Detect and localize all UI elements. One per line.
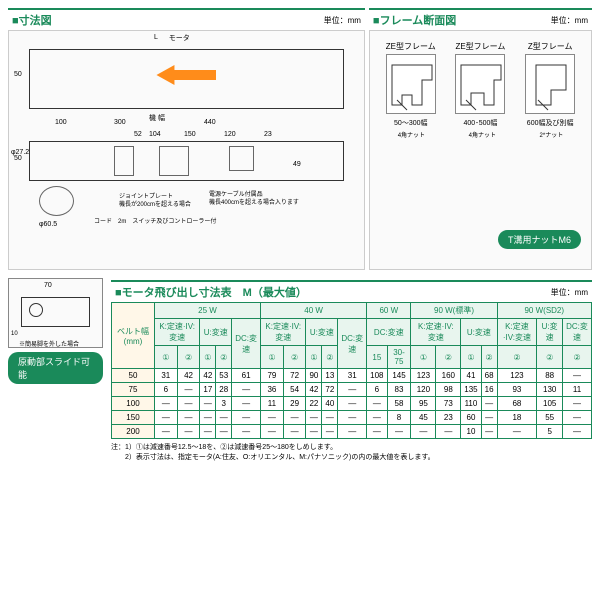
frame-header: フレーム断面図 単位：mm	[369, 8, 592, 30]
dim-title: 寸法図	[12, 12, 52, 28]
dim-header: 寸法図 単位：mm	[8, 8, 365, 30]
motor-table-unit: 単位：mm	[551, 287, 588, 298]
motor-table-header: モータ飛び出し寸法表 M（最大値） 単位：mm	[111, 280, 592, 302]
profile-ze1	[386, 54, 436, 114]
motor-label: モータ	[169, 33, 190, 43]
slide-badge: 原動部スライド可能	[8, 352, 103, 384]
frame-unit: 単位：mm	[551, 15, 588, 26]
frame-title: フレーム断面図	[373, 12, 456, 28]
dim-unit: 単位：mm	[324, 15, 361, 26]
table-notes: 注：1）①は減速番号12.5～18を、②は減速番号25～180をしめします。 2…	[111, 443, 592, 463]
side-detail-drawing: 70 10 ※簡易脚を外した場合	[8, 278, 103, 348]
profile-z	[525, 54, 575, 114]
frame-drawing: ZE型フレーム 50～300幅 ZE型フレーム 400･500幅 Z型フレーム …	[369, 30, 592, 270]
motor-table: ベルト幅 (mm) 25 W 40 W 60 W 90 W(標準) 90 W(S…	[111, 302, 592, 439]
dimension-drawing: モータ 100 300 440 104 150 120 23 φ27.2 φ60…	[8, 30, 365, 270]
motor-table-title: モータ飛び出し寸法表 M（最大値）	[115, 284, 307, 300]
t-slot-badge: T溝用ナットM6	[498, 230, 581, 249]
profile-ze2	[455, 54, 505, 114]
